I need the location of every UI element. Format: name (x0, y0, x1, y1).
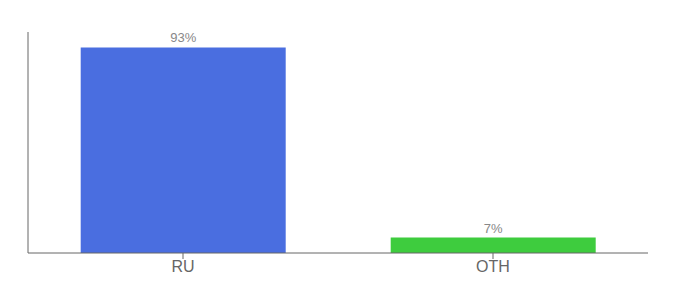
svg-text:OTH: OTH (476, 258, 510, 275)
svg-text:RU: RU (171, 258, 194, 275)
svg-text:93%: 93% (170, 30, 196, 45)
svg-text:7%: 7% (484, 221, 503, 236)
